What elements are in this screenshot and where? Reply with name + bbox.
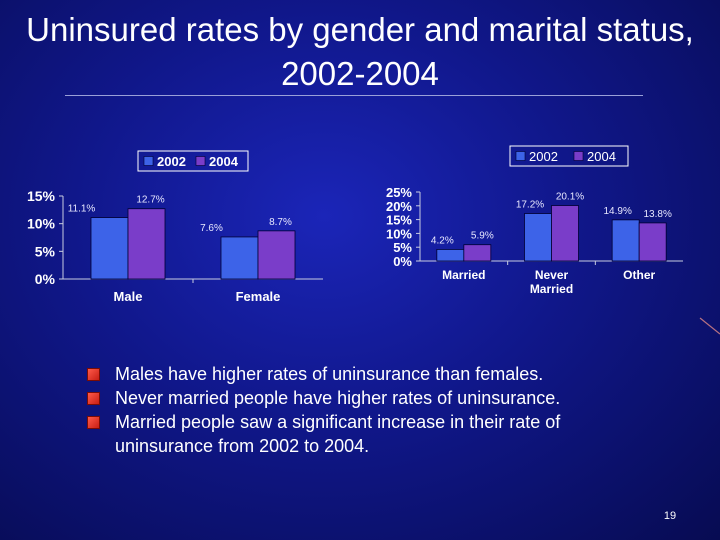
page-number: 19 bbox=[663, 510, 677, 522]
legend-box bbox=[509, 145, 629, 167]
y-tick-label: 5% bbox=[393, 240, 412, 255]
y-tick-label: 10% bbox=[27, 216, 56, 232]
bar-2004-never-married bbox=[551, 205, 579, 262]
data-label: 8.7% bbox=[269, 217, 292, 228]
bullet-item: Never married people have higher rates o… bbox=[85, 386, 645, 410]
bar-2004-female bbox=[257, 230, 296, 280]
y-tick-label: 5% bbox=[35, 243, 56, 259]
data-label: 17.2% bbox=[516, 200, 544, 211]
legend-label-2004: 2004 bbox=[209, 154, 239, 169]
bar-2004-male bbox=[127, 208, 166, 280]
y-tick-label: 25% bbox=[386, 185, 412, 200]
bar-2002-female bbox=[220, 236, 259, 280]
y-tick-label: 20% bbox=[386, 199, 412, 214]
marital-status-chart: 0%5%10%15%20%25% 4.2% 5.9% Married 17.2% 20.1… bbox=[386, 145, 683, 296]
bar-2004-married bbox=[463, 244, 492, 262]
category-label: Married bbox=[442, 268, 485, 282]
title-divider bbox=[65, 95, 643, 96]
gender-chart: 0% 5% 10% 15% 11.1% 12.7% Male 7.6% 8.7% Female 20… bbox=[27, 150, 323, 304]
y-tick-label: 15% bbox=[386, 213, 412, 228]
y-tick-label: 10% bbox=[386, 226, 412, 241]
data-label: 7.6% bbox=[200, 223, 223, 234]
category-label: Female bbox=[236, 289, 281, 304]
legend-label-2002: 2002 bbox=[529, 149, 558, 164]
bar-2002-male bbox=[90, 217, 129, 280]
y-tick-label: 0% bbox=[35, 271, 56, 287]
data-label: 20.1% bbox=[556, 192, 584, 203]
data-label: 5.9% bbox=[471, 231, 494, 242]
legend-label-2002: 2002 bbox=[157, 154, 186, 169]
data-label: 14.9% bbox=[603, 206, 631, 217]
category-label: Other bbox=[623, 268, 655, 282]
y-tick-label: 15% bbox=[27, 188, 56, 204]
bar-2002-married bbox=[436, 249, 465, 262]
legend-label-2004: 2004 bbox=[587, 149, 616, 164]
legend-swatch-2004 bbox=[573, 151, 584, 161]
bar-2002-never-married bbox=[524, 213, 552, 262]
data-label: 13.8% bbox=[643, 209, 671, 220]
bar-2002-other bbox=[611, 219, 640, 262]
legend-swatch-2002 bbox=[143, 156, 154, 166]
data-label: 12.7% bbox=[136, 195, 164, 206]
bar-2004-other bbox=[638, 222, 667, 262]
slide-title: Uninsured rates by gender and marital st… bbox=[26, 11, 694, 92]
category-label: Never Married bbox=[530, 268, 573, 296]
data-label: 4.2% bbox=[431, 235, 454, 246]
bullet-item: Married people saw a significant increas… bbox=[85, 410, 645, 458]
legend-box bbox=[137, 150, 249, 172]
bullet-list: Males have higher rates of uninsurance t… bbox=[85, 362, 645, 458]
legend-swatch-2004 bbox=[195, 156, 206, 166]
y-tick-label: 0% bbox=[393, 254, 412, 269]
legend-swatch-2002 bbox=[515, 151, 526, 161]
category-label: Male bbox=[114, 289, 143, 304]
data-label: 11.1% bbox=[68, 204, 96, 215]
bullet-item: Males have higher rates of uninsurance t… bbox=[85, 362, 645, 386]
